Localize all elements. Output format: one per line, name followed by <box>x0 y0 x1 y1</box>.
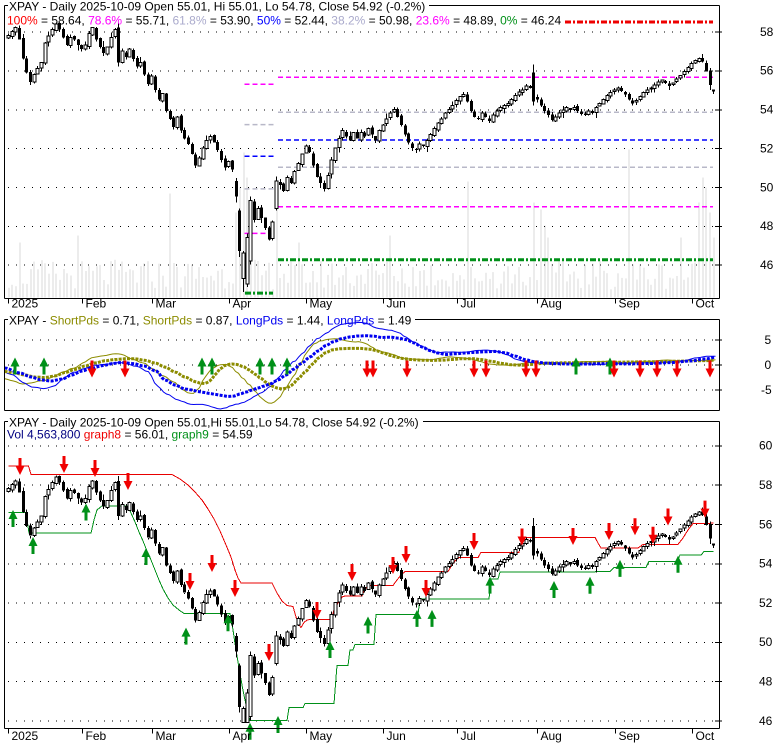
svg-text:May: May <box>310 729 333 743</box>
svg-text:Jul: Jul <box>461 729 476 743</box>
svg-text:5: 5 <box>765 333 772 347</box>
svg-text:Aug: Aug <box>541 729 562 743</box>
svg-text:54: 54 <box>759 557 773 571</box>
svg-text:Sep: Sep <box>619 297 641 311</box>
svg-text:60: 60 <box>759 439 773 453</box>
svg-text:Apr: Apr <box>233 297 252 311</box>
svg-text:-5: -5 <box>761 383 772 397</box>
svg-text:58: 58 <box>759 478 773 492</box>
svg-text:Sep: Sep <box>619 729 641 743</box>
svg-text:56: 56 <box>759 517 773 531</box>
svg-text:Jun: Jun <box>387 729 406 743</box>
svg-text:XPAY - ShortPds = 0.71, ShortP: XPAY - ShortPds = 0.71, ShortPds = 0.87,… <box>9 314 412 328</box>
svg-text:48: 48 <box>759 675 773 689</box>
svg-text:56: 56 <box>760 64 774 78</box>
svg-text:Mar: Mar <box>156 729 177 743</box>
svg-text:XPAY - Daily 2025-10-09 Open 5: XPAY - Daily 2025-10-09 Open 55.01,Hi 55… <box>9 416 419 430</box>
svg-text:Oct: Oct <box>696 297 715 311</box>
svg-text:52: 52 <box>760 141 774 155</box>
svg-text:54: 54 <box>760 103 774 117</box>
svg-text:50: 50 <box>760 180 774 194</box>
svg-text:Feb: Feb <box>86 729 107 743</box>
svg-text:Feb: Feb <box>86 297 107 311</box>
svg-text:48: 48 <box>760 219 774 233</box>
svg-text:Apr: Apr <box>233 729 252 743</box>
svg-text:Aug: Aug <box>541 297 562 311</box>
svg-text:52: 52 <box>759 596 773 610</box>
svg-text:46: 46 <box>760 258 774 272</box>
svg-text:100% = 58.64, 78.6% = 55.71, 6: 100% = 58.64, 78.6% = 55.71, 61.8% = 53.… <box>7 14 561 28</box>
svg-text:XPAY - Daily 2025-10-09 Open 5: XPAY - Daily 2025-10-09 Open 55.01, Hi 5… <box>9 0 425 14</box>
svg-text:58: 58 <box>760 25 774 39</box>
svg-text:2025: 2025 <box>12 729 39 743</box>
svg-text:2025: 2025 <box>12 297 39 311</box>
svg-text:50: 50 <box>759 635 773 649</box>
svg-text:Oct: Oct <box>696 729 715 743</box>
svg-text:Mar: Mar <box>156 297 177 311</box>
svg-text:Jun: Jun <box>387 297 406 311</box>
svg-text:May: May <box>310 297 333 311</box>
svg-text:Vol 4,563,800 graph8 = 56.01,: Vol 4,563,800 graph8 = 56.01, graph9 = 5… <box>7 428 253 442</box>
svg-text:46: 46 <box>759 714 773 728</box>
svg-text:Jul: Jul <box>461 297 476 311</box>
svg-text:0: 0 <box>765 358 772 372</box>
